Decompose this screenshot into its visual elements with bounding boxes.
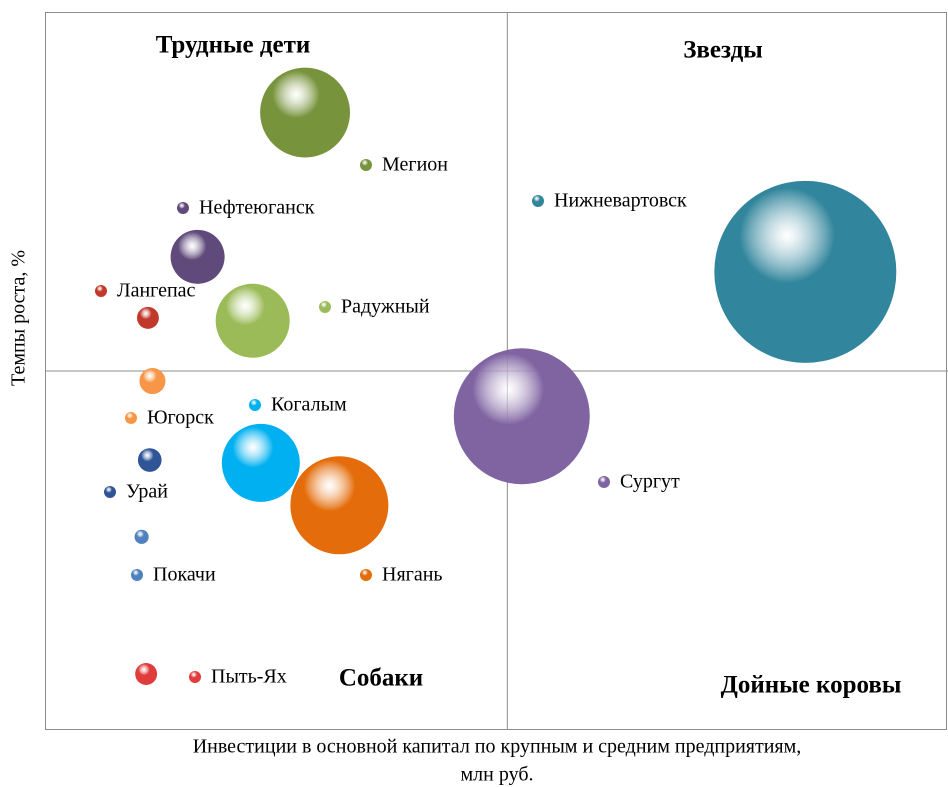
legend-marker	[360, 159, 372, 171]
legend-marker	[104, 486, 116, 498]
legend-marker	[249, 399, 261, 411]
bubble	[260, 67, 351, 158]
legend-marker	[177, 202, 189, 214]
legend-label: Югорск	[147, 407, 214, 429]
legend-marker	[189, 671, 201, 683]
legend-label: Мегион	[382, 154, 448, 176]
bubble	[137, 448, 162, 472]
legend-label: Сургут	[620, 471, 680, 493]
x-axis-label: Инвестиции в основной капитал по крупным…	[193, 736, 802, 758]
legend-label: Радужный	[341, 296, 430, 318]
x-axis-label: млн руб.	[461, 764, 534, 786]
legend-marker	[319, 301, 331, 313]
legend-marker	[598, 476, 610, 488]
legend-marker	[360, 569, 372, 581]
bubble	[453, 348, 590, 485]
quadrant-label: Трудные дети	[156, 32, 311, 59]
legend-label: Пыть-Ях	[211, 666, 287, 688]
quadrant-label: Собаки	[339, 665, 423, 692]
legend-marker	[95, 285, 107, 297]
legend-label: Покачи	[153, 564, 216, 586]
bubble	[135, 663, 158, 685]
legend-marker	[131, 569, 143, 581]
legend-marker	[125, 412, 137, 424]
y-axis-label: Темпы роста, %	[8, 250, 30, 386]
bubble	[170, 229, 225, 284]
bubble	[139, 368, 166, 395]
bubble	[221, 423, 300, 502]
legend-label: Нефтеюганск	[199, 197, 315, 219]
legend-label: Лангепас	[117, 280, 196, 302]
bubble	[215, 283, 290, 358]
bubble	[136, 306, 159, 329]
bubble	[134, 529, 149, 544]
legend-marker	[532, 195, 544, 207]
legend-label: Когалым	[271, 394, 347, 416]
legend-label: Урай	[126, 481, 168, 503]
quadrant-label: Звезды	[683, 37, 763, 64]
legend-label: Нягань	[382, 564, 443, 586]
quadrant-label: Дойные коровы	[721, 672, 902, 699]
bubble	[290, 456, 389, 555]
legend-label: Нижневартовск	[554, 190, 687, 212]
bubble	[714, 180, 897, 363]
